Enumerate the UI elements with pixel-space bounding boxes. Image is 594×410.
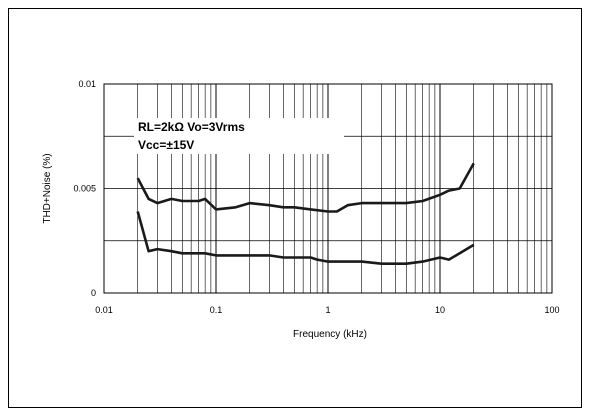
x-tick-label: 0.1 [210,305,223,315]
figure-frame [8,8,582,408]
x-tick-label: 1 [325,305,330,315]
series-group [136,162,475,266]
y-tick-label: 0 [91,288,96,298]
x-axis-label: Frequency (kHz) [293,329,367,340]
x-tick-label: 100 [544,305,559,315]
plot-border [103,83,553,294]
annotation-load-voltage: RL=2kΩ Vo=3Vrms [138,120,245,134]
x-tick-labels: 0.01 0.1 1 10 100 [95,305,559,315]
y-axis-label: THD+Noise (%) [42,153,53,223]
annotation-background [134,118,344,154]
series-line-1 [136,162,475,213]
x-tick-label: 0.01 [95,305,113,315]
x-tick-label: 10 [435,305,445,315]
y-tick-labels: 0 0.005 0.01 [73,79,96,298]
series-line-2 [136,211,475,266]
y-tick-label: 0.01 [78,79,96,89]
y-tick-label: 0.005 [73,184,96,194]
annotation-supply: Vcc=±15V [138,138,194,152]
